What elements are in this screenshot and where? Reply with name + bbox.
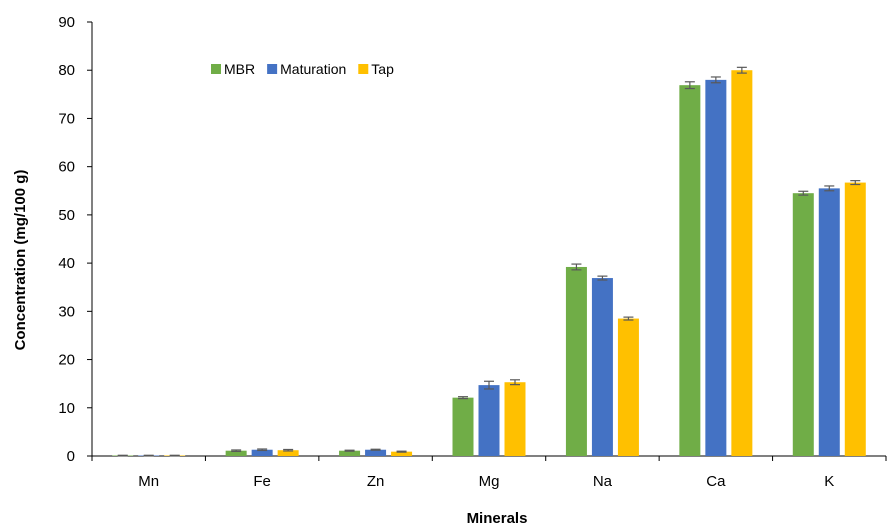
error-bar-tap-zn <box>397 451 407 452</box>
x-tick-label-mg: Mg <box>479 473 500 490</box>
x-axis-title: Minerals <box>467 510 528 527</box>
y-tick-label: 30 <box>58 303 75 320</box>
y-axis-title: Concentration (mg/100 g) <box>12 170 29 351</box>
y-tick-label: 60 <box>58 159 75 176</box>
bar-mbr-na <box>566 267 587 456</box>
x-tick-label-zn: Zn <box>367 473 385 490</box>
x-tick-label-fe: Fe <box>253 473 271 490</box>
y-tick-label: 0 <box>67 448 75 465</box>
legend-label: Tap <box>371 61 394 77</box>
y-tick-label: 50 <box>58 207 75 224</box>
y-tick-label: 10 <box>58 400 75 417</box>
x-tick-label-mn: Mn <box>138 473 159 490</box>
bar-tap-na <box>618 319 639 456</box>
legend-item-tap: Tap <box>358 61 394 77</box>
y-tick-label: 70 <box>58 110 75 127</box>
error-bar-tap-na <box>623 317 633 320</box>
legend-label: MBR <box>224 61 255 77</box>
y-tick-label: 80 <box>58 62 75 79</box>
bar-tap-ca <box>731 70 752 456</box>
bar-maturation-ca <box>705 80 726 456</box>
y-tick-label: 20 <box>58 352 75 369</box>
bar-mbr-mg <box>453 398 474 456</box>
legend-label: Maturation <box>280 61 346 77</box>
bar-maturation-na <box>592 278 613 456</box>
bar-maturation-k <box>819 188 840 456</box>
bar-tap-mg <box>505 382 526 456</box>
legend-item-maturation: Maturation <box>267 61 346 77</box>
legend-swatch <box>211 64 221 74</box>
bar-mbr-k <box>793 193 814 456</box>
bar-mbr-ca <box>679 85 700 456</box>
bar-maturation-mg <box>479 385 500 456</box>
error-bar-tap-fe <box>283 449 293 450</box>
legend-swatch <box>267 64 277 74</box>
x-tick-label-na: Na <box>593 473 613 490</box>
x-tick-label-ca: Ca <box>706 473 726 490</box>
x-tick-label-k: K <box>824 473 834 490</box>
legend: MBR Maturation Tap <box>211 61 394 77</box>
bars <box>112 70 866 456</box>
bar-tap-k <box>845 183 866 456</box>
legend-swatch <box>358 64 368 74</box>
y-tick-label: 40 <box>58 255 75 272</box>
y-tick-label: 90 <box>58 14 75 31</box>
error-bar-maturation-zn <box>371 449 381 450</box>
legend-item-mbr: MBR <box>211 61 255 77</box>
error-bar-mbr-zn <box>345 450 355 451</box>
